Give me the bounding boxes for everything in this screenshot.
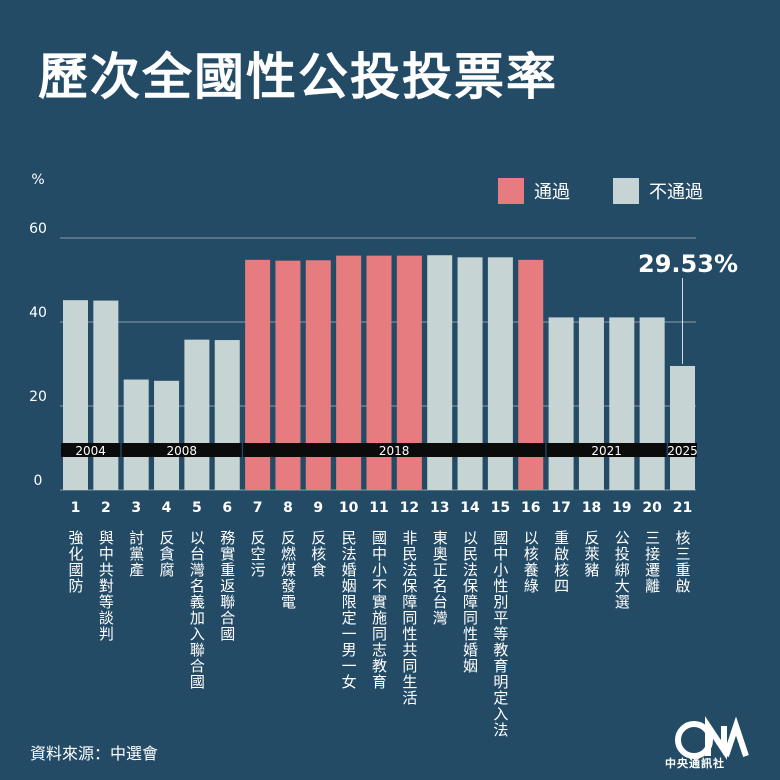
- x-tick-label: 13: [430, 500, 449, 516]
- referendum-name: 務實重返聯合國: [218, 530, 236, 642]
- referendum-name: 反空污: [249, 530, 267, 578]
- x-tick-label: 17: [551, 500, 570, 516]
- referendum-name: 三接遷離: [643, 530, 661, 594]
- y-tick-label: 40: [29, 305, 47, 321]
- legend-item-pass: 通過: [498, 178, 570, 204]
- legend-item-fail: 不通過: [613, 178, 703, 204]
- x-tick-label: 2: [101, 500, 111, 516]
- bar: [670, 365, 695, 490]
- referendum-name: 核三重啟: [674, 530, 692, 594]
- y-axis-label: %: [31, 172, 44, 188]
- year-band-label: 2004: [75, 444, 106, 458]
- bar: [63, 300, 88, 490]
- referendum-name: 以民法保障同性婚姻: [461, 530, 479, 674]
- year-band-label: 2018: [379, 444, 410, 458]
- referendum-name: 公投綁大選: [613, 530, 631, 610]
- referendum-name: 討黨產: [127, 530, 145, 578]
- year-band-label: 2025: [667, 444, 698, 458]
- y-tick-label: 0: [34, 473, 43, 489]
- x-tick-label: 19: [612, 500, 631, 516]
- referendum-name: 與中共對等談判: [97, 530, 115, 642]
- year-band: [61, 443, 121, 457]
- bar: [93, 300, 119, 490]
- chart-title: 歷次全國性公投投票率: [38, 48, 558, 106]
- x-tick-label: 18: [582, 500, 601, 516]
- annotation-value: 29.53%: [638, 250, 738, 278]
- x-tick-label: 9: [313, 500, 323, 516]
- x-tick-label: 14: [460, 500, 480, 516]
- x-tick-label: 15: [491, 500, 510, 516]
- bar: [609, 317, 635, 490]
- year-band: [121, 443, 242, 457]
- x-tick-label: 11: [369, 500, 388, 516]
- bar: [154, 380, 180, 490]
- bar: [578, 317, 604, 490]
- legend-label-fail: 不通過: [649, 182, 703, 203]
- bar: [639, 317, 665, 490]
- x-tick-label: 20: [642, 500, 662, 516]
- year-band: [668, 443, 697, 457]
- legend-swatch-fail: [613, 178, 639, 204]
- referendum-name: 國中小不實施同志教育: [370, 530, 388, 690]
- y-tick-label: 60: [29, 221, 47, 237]
- x-tick-label: 1: [71, 500, 81, 516]
- legend-label-pass: 通過: [534, 182, 570, 203]
- x-tick-label: 3: [131, 500, 141, 516]
- referendum-name: 反燃煤發電: [279, 530, 297, 610]
- legend-swatch-pass: [498, 178, 524, 204]
- referendum-name: 國中小性別平等教育明定入法: [491, 530, 509, 738]
- referendum-name: 反萊豬: [582, 530, 600, 578]
- year-band: [546, 443, 667, 457]
- x-tick-label: 10: [339, 500, 359, 516]
- referendum-name: 強化國防: [67, 530, 85, 594]
- year-band: [243, 443, 546, 457]
- bar: [184, 339, 210, 490]
- referendum-name: 東奧正名台灣: [431, 530, 449, 626]
- year-band-label: 2021: [591, 444, 622, 458]
- bar: [214, 340, 240, 490]
- referendum-name: 反核食: [309, 530, 327, 578]
- logo-text: 中央通訊社: [665, 757, 725, 770]
- x-tick-label: 16: [521, 500, 540, 516]
- referendum-name: 非民法保障同性共同生活: [400, 530, 418, 706]
- referendum-name: 民法婚姻限定一男一女: [340, 530, 358, 690]
- x-tick-label: 6: [222, 500, 232, 516]
- x-tick-label: 7: [253, 500, 263, 516]
- referendum-name: 反貪腐: [158, 530, 176, 578]
- source-note: 資料來源：中選會: [30, 744, 159, 763]
- referendum-name: 以台灣名義加入聯合國: [188, 530, 206, 690]
- referendum-name: 以核養綠: [522, 530, 540, 594]
- x-tick-label: 8: [283, 500, 293, 516]
- bar: [123, 379, 149, 490]
- x-tick-label: 5: [192, 500, 202, 516]
- x-tick-label: 12: [400, 500, 419, 516]
- referendum-name: 重啟核四: [552, 530, 570, 594]
- x-tick-label: 4: [162, 500, 172, 516]
- year-band-label: 2008: [166, 444, 197, 458]
- bar: [548, 317, 574, 490]
- y-tick-label: 20: [29, 389, 47, 405]
- cna-logo-icon: [675, 716, 749, 760]
- x-tick-label: 21: [673, 500, 692, 516]
